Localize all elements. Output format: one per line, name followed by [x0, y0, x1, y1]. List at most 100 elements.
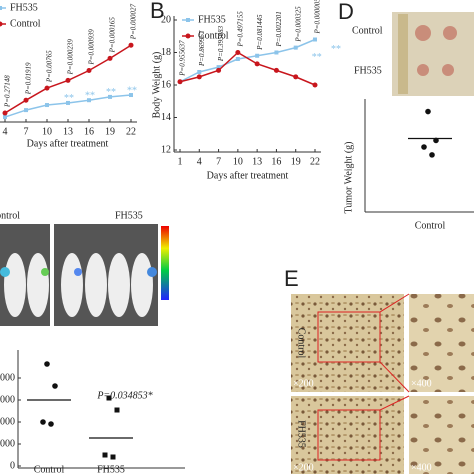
mouse	[61, 253, 83, 317]
mouse	[4, 253, 26, 317]
point	[293, 74, 299, 80]
x-tick-label: 4	[3, 126, 8, 137]
p-value: P=0.081445	[256, 14, 264, 51]
point	[65, 77, 71, 83]
point	[87, 98, 91, 103]
point	[108, 94, 112, 99]
x-tick-label: 22	[126, 126, 136, 137]
point	[128, 42, 134, 48]
group-label: Control	[0, 210, 20, 221]
mouse	[85, 253, 107, 317]
p-value: P=0.002201	[275, 11, 283, 47]
point	[66, 100, 70, 105]
p-value: P=0.000239	[67, 39, 75, 76]
point	[23, 97, 29, 103]
point	[421, 144, 427, 150]
point	[129, 93, 133, 98]
x-axis-title: Days after treatment	[207, 170, 289, 181]
point	[196, 74, 202, 80]
group-label: FH535	[115, 210, 143, 221]
legend-marker	[186, 18, 190, 22]
point	[2, 110, 8, 116]
point	[52, 383, 58, 389]
x-tick-label: 10	[42, 126, 52, 137]
y-tick-label: 20	[161, 14, 171, 25]
point	[24, 108, 28, 113]
x-tick-label: FH535	[97, 464, 125, 474]
point	[177, 79, 183, 85]
y-tick-label: 0	[10, 460, 15, 471]
signal	[147, 267, 157, 277]
y-tick-label: 3000	[0, 394, 15, 405]
zoom-line	[379, 395, 410, 411]
p-value: P=0.01919	[25, 62, 33, 95]
p-value: P=0.000027	[130, 3, 138, 40]
row-label: Control	[296, 328, 307, 359]
magnification: ×200	[293, 378, 314, 389]
point	[102, 452, 108, 458]
legend-label: FH535	[10, 2, 38, 13]
point	[48, 421, 54, 427]
histology-image	[291, 396, 404, 474]
zoom-line	[379, 361, 410, 393]
x-tick-label: 7	[24, 126, 29, 137]
series-line	[179, 51, 316, 86]
zoom-box	[317, 409, 381, 461]
x-tick-label: 13	[252, 156, 262, 167]
histology-image	[409, 396, 474, 474]
significance: **	[127, 85, 137, 96]
mouse	[108, 253, 130, 317]
point	[216, 67, 222, 73]
row-label: FH535	[296, 420, 307, 448]
magnification: ×200	[293, 462, 314, 473]
y-tick-label: 14	[161, 112, 171, 123]
tumor	[442, 64, 454, 76]
p-value: P=0.869967	[198, 30, 206, 67]
p-value: P=0.955637	[179, 40, 187, 77]
y-axis-title: Body Weight (g)	[151, 52, 162, 119]
panel-label: E	[284, 266, 299, 291]
panel-label: B	[150, 0, 165, 23]
x-tick-label: Control	[34, 464, 65, 474]
y-tick-label: 1000	[0, 438, 15, 449]
legend-label: FH535	[198, 14, 226, 25]
x-tick-label: 19	[291, 156, 301, 167]
point	[254, 61, 260, 67]
x-tick-label: 1	[178, 156, 183, 167]
legend-label: Control	[198, 30, 229, 41]
point	[40, 419, 46, 425]
p-value: P=0.000325	[294, 6, 302, 43]
panel-label: D	[338, 0, 354, 24]
legend-marker	[185, 33, 191, 39]
tumor	[415, 25, 431, 41]
point	[44, 85, 50, 91]
tumor	[443, 26, 457, 40]
p-value: P=0.27148	[4, 75, 12, 108]
point	[3, 115, 7, 120]
y-axis-title: Tumor Weight (g)	[343, 142, 354, 214]
y-tick-label: 18	[161, 47, 171, 58]
point	[86, 68, 92, 73]
tumor	[417, 64, 429, 76]
significance: **	[312, 52, 322, 63]
point	[107, 55, 113, 61]
point	[313, 37, 317, 42]
legend-marker	[0, 6, 2, 10]
point	[235, 57, 240, 61]
x-tick-label: 7	[216, 156, 221, 167]
zoom-line	[379, 293, 410, 313]
row-label: Control	[352, 25, 383, 36]
x-tick-label: 16	[84, 126, 94, 137]
x-tick-label: 22	[310, 156, 320, 167]
magnification: ×400	[411, 462, 432, 473]
signal	[41, 268, 49, 276]
histology-image	[409, 294, 474, 392]
p-value: P=0.000005	[314, 0, 322, 35]
p-value: P=0.395083	[217, 25, 225, 62]
legend-marker	[0, 21, 3, 27]
ruler	[398, 14, 408, 94]
row-label: FH535	[354, 65, 382, 76]
x-tick-label: 10	[233, 156, 243, 167]
zoom-box	[317, 311, 381, 363]
point	[45, 103, 49, 108]
